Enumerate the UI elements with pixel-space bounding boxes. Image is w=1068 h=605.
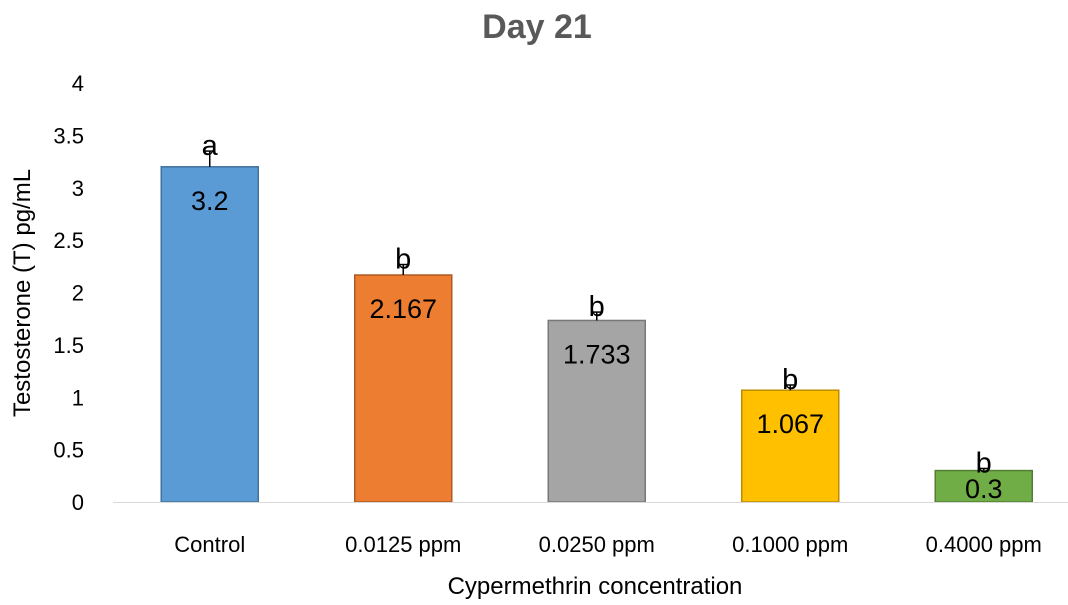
y-tick-label: 3.5 — [53, 123, 84, 148]
significance-letter: b — [395, 244, 411, 276]
chart-title: Day 21 — [482, 8, 592, 46]
y-tick-label: 0 — [72, 490, 84, 515]
bar-group: b 1.733 — [547, 291, 646, 503]
y-axis-label: Testosterone (T) pg/mL — [9, 169, 36, 417]
x-tick-label: 0.0250 ppm — [539, 532, 655, 557]
data-label: 3.2 — [191, 186, 229, 216]
bar — [741, 389, 840, 503]
y-tick-label: 2 — [72, 281, 84, 306]
x-tick-label: Control — [174, 532, 245, 557]
x-tick-label: 0.4000 ppm — [926, 532, 1042, 557]
bar-group: b 1.067 — [741, 364, 840, 503]
y-axis-ticks: 0 0.5 1 1.5 2 2.5 3 3.5 4 — [53, 71, 84, 515]
bar-group: a 3.2 — [160, 130, 259, 503]
y-tick-label: 2.5 — [53, 228, 84, 253]
x-tick-label: 0.1000 ppm — [732, 532, 848, 557]
bar — [160, 166, 259, 503]
x-axis-label: Cypermethrin concentration — [448, 573, 743, 600]
y-tick-label: 1.5 — [53, 333, 84, 358]
y-tick-label: 4 — [72, 71, 84, 96]
y-tick-label: 3 — [72, 176, 84, 201]
x-tick-label: 0.0125 ppm — [345, 532, 461, 557]
x-axis-ticks: Control 0.0125 ppm 0.0250 ppm 0.1000 ppm 0.4… — [174, 532, 1042, 557]
bar-group: b0.3 — [934, 447, 1033, 504]
data-label: 0.3 — [965, 474, 1003, 504]
significance-letter: a — [202, 130, 219, 162]
bar — [934, 469, 1033, 503]
data-label: 1.067 — [756, 409, 824, 439]
significance-letter: b — [589, 291, 605, 323]
bar-group: b 2.167 — [354, 244, 453, 503]
data-label: 2.167 — [369, 294, 437, 324]
y-tick-label: 1 — [72, 385, 84, 410]
data-label: 1.733 — [563, 339, 631, 369]
significance-letter: b — [782, 364, 798, 396]
y-tick-label: 0.5 — [53, 438, 84, 463]
bar — [354, 274, 453, 503]
significance-letter: b — [976, 447, 992, 479]
